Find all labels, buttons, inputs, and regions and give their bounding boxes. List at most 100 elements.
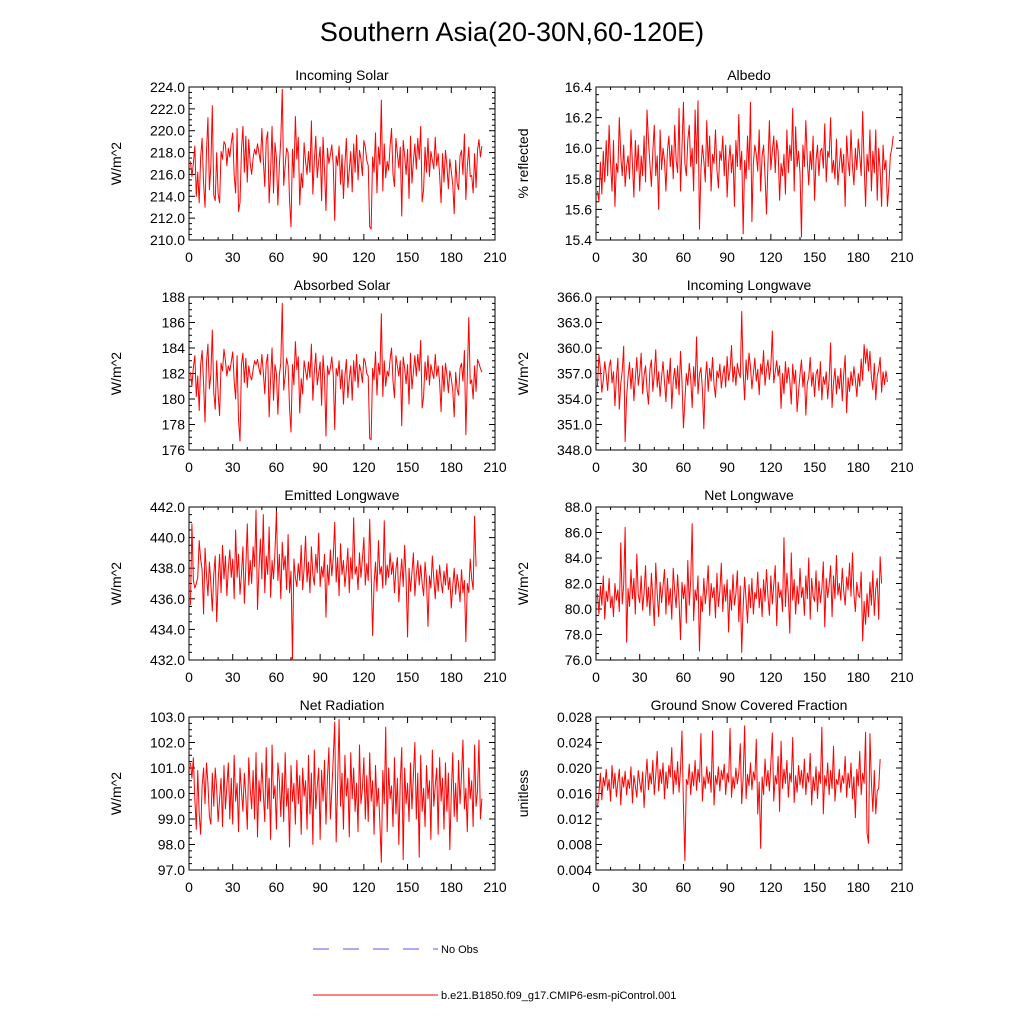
- incoming-longwave-x-tick-label: 150: [803, 459, 827, 475]
- net-longwave-x-tick-label: 60: [676, 669, 692, 685]
- emitted-longwave-title: Emitted Longwave: [284, 487, 399, 503]
- ground-snow-covered-fraction-y-axis-label: unitless: [515, 770, 531, 817]
- net-longwave-y-tick-label: 76.0: [565, 652, 592, 668]
- net-radiation-x-tick-label: 30: [225, 879, 241, 895]
- net-radiation-y-tick-label: 102.0: [150, 735, 185, 751]
- incoming-longwave-x-tick-label: 210: [890, 459, 914, 475]
- net-longwave-y-axis-label: W/m^2: [515, 562, 531, 605]
- incoming-longwave-x-tick-label: 180: [847, 459, 871, 475]
- net-radiation-y-axis-label: W/m^2: [108, 772, 124, 815]
- net-radiation-y-tick-label: 97.0: [158, 862, 185, 878]
- net-longwave-y-tick-label: 80.0: [565, 601, 592, 617]
- incoming-longwave-y-axis-label: W/m^2: [515, 352, 531, 395]
- net-radiation-x-tick-label: 90: [312, 879, 328, 895]
- absorbed-solar-y-tick-label: 178: [162, 417, 186, 433]
- net-radiation-y-tick-label: 98.0: [158, 837, 185, 853]
- emitted-longwave-x-tick-label: 90: [312, 669, 328, 685]
- panels: Incoming Solar W/m^2 0 30 60 90 120 150 180 210 21…: [108, 67, 914, 895]
- net-longwave-x-tick-label: 0: [592, 669, 600, 685]
- albedo-y-tick-label: 16.2: [565, 110, 592, 126]
- net-longwave-x-tick-label: 120: [759, 669, 783, 685]
- legend: No Obs b.e21.B1850.f09_g17.CMIP6-esm-piC…: [313, 944, 676, 1002]
- net-radiation-y-tick-label: 101.0: [150, 760, 185, 776]
- net-longwave-y-tick-label: 88.0: [565, 499, 592, 515]
- emitted-longwave-x-tick-label: 30: [225, 669, 241, 685]
- net-radiation-y-tick-label: 103.0: [150, 709, 185, 725]
- absorbed-solar-x-tick-label: 0: [185, 459, 193, 475]
- absorbed-solar-y-tick-label: 176: [162, 442, 186, 458]
- albedo-x-tick-label: 90: [719, 249, 735, 265]
- ground-snow-covered-fraction-y-tick-label: 0.016: [557, 786, 592, 802]
- emitted-longwave-x-tick-label: 0: [185, 669, 193, 685]
- net-radiation-x-tick-label: 180: [440, 879, 464, 895]
- absorbed-solar-y-tick-label: 188: [162, 289, 186, 305]
- net-radiation-title: Net Radiation: [300, 697, 385, 713]
- net-radiation-x-tick-label: 210: [483, 879, 507, 895]
- legend-no-obs-label: No Obs: [441, 944, 479, 956]
- panel-albedo: Albedo % reflected 0 30 60 90 120 150 180 210 15.4…: [515, 67, 914, 265]
- ground-snow-covered-fraction-y-tick-label: 0.020: [557, 760, 592, 776]
- albedo-x-tick-label: 150: [803, 249, 827, 265]
- ground-snow-covered-fraction-series-line-0: [596, 725, 881, 861]
- ground-snow-covered-fraction-x-tick-label: 180: [847, 879, 871, 895]
- emitted-longwave-x-tick-label: 180: [440, 669, 464, 685]
- incoming-solar-y-tick-label: 220.0: [150, 123, 185, 139]
- absorbed-solar-x-tick-label: 180: [440, 459, 464, 475]
- incoming-longwave-y-tick-label: 360.0: [557, 340, 592, 356]
- panel-incoming-longwave: Incoming Longwave W/m^2 0 30 60 90 120 150 180 21…: [515, 277, 914, 475]
- net-radiation-y-tick-label: 99.0: [158, 811, 185, 827]
- panel-ground-snow-covered-fraction: Ground Snow Covered Fraction unitless 0 30 6…: [515, 697, 914, 895]
- albedo-y-tick-label: 15.6: [565, 201, 592, 217]
- panel-emitted-longwave: Emitted Longwave W/m^2 0 30 60 90 120 150 180 210…: [108, 487, 507, 685]
- incoming-longwave-title: Incoming Longwave: [687, 277, 812, 293]
- absorbed-solar-y-tick-label: 182: [162, 366, 186, 382]
- incoming-longwave-x-tick-label: 0: [592, 459, 600, 475]
- net-longwave-x-tick-label: 180: [847, 669, 871, 685]
- albedo-x-tick-label: 210: [890, 249, 914, 265]
- albedo-x-tick-label: 120: [759, 249, 783, 265]
- albedo-x-tick-label: 180: [847, 249, 871, 265]
- net-longwave-y-tick-label: 86.0: [565, 525, 592, 541]
- albedo-series-line-0: [596, 100, 894, 238]
- incoming-solar-y-tick-label: 212.0: [150, 210, 185, 226]
- ground-snow-covered-fraction-x-tick-label: 0: [592, 879, 600, 895]
- incoming-longwave-x-tick-label: 60: [676, 459, 692, 475]
- net-longwave-title: Net Longwave: [704, 487, 794, 503]
- emitted-longwave-y-tick-label: 440.0: [150, 530, 185, 546]
- emitted-longwave-y-tick-label: 434.0: [150, 621, 185, 637]
- absorbed-solar-y-axis-label: W/m^2: [108, 352, 124, 395]
- incoming-solar-x-tick-label: 60: [269, 249, 285, 265]
- incoming-solar-x-tick-label: 0: [185, 249, 193, 265]
- absorbed-solar-x-tick-label: 120: [352, 459, 376, 475]
- emitted-longwave-y-axis-label: W/m^2: [108, 562, 124, 605]
- net-radiation-x-tick-label: 60: [269, 879, 285, 895]
- absorbed-solar-title: Absorbed Solar: [294, 277, 391, 293]
- net-longwave-x-tick-label: 210: [890, 669, 914, 685]
- incoming-solar-y-tick-label: 222.0: [150, 101, 185, 117]
- incoming-solar-y-axis-label: W/m^2: [108, 142, 124, 185]
- net-longwave-x-tick-label: 30: [632, 669, 648, 685]
- ground-snow-covered-fraction-x-tick-label: 210: [890, 879, 914, 895]
- incoming-solar-y-tick-label: 218.0: [150, 145, 185, 161]
- absorbed-solar-x-tick-label: 60: [269, 459, 285, 475]
- net-longwave-x-tick-label: 90: [719, 669, 735, 685]
- albedo-y-tick-label: 16.4: [565, 79, 592, 95]
- net-radiation-x-tick-label: 120: [352, 879, 376, 895]
- absorbed-solar-x-tick-label: 30: [225, 459, 241, 475]
- ground-snow-covered-fraction-y-tick-label: 0.008: [557, 837, 592, 853]
- emitted-longwave-x-tick-label: 60: [269, 669, 285, 685]
- incoming-solar-y-tick-label: 224.0: [150, 79, 185, 95]
- incoming-solar-series-line-0: [189, 88, 483, 230]
- absorbed-solar-x-tick-label: 210: [483, 459, 507, 475]
- ground-snow-covered-fraction-x-tick-label: 30: [632, 879, 648, 895]
- ground-snow-covered-fraction-y-tick-label: 0.028: [557, 709, 592, 725]
- incoming-solar-x-tick-label: 90: [312, 249, 328, 265]
- emitted-longwave-y-tick-label: 436.0: [150, 591, 185, 607]
- panel-net-longwave: Net Longwave W/m^2 0 30 60 90 120 150 180 210 76.0…: [515, 487, 914, 685]
- albedo-x-tick-label: 60: [676, 249, 692, 265]
- incoming-longwave-x-tick-label: 120: [759, 459, 783, 475]
- incoming-solar-y-tick-label: 210.0: [150, 232, 185, 248]
- albedo-y-tick-label: 16.0: [565, 140, 592, 156]
- emitted-longwave-y-tick-label: 432.0: [150, 652, 185, 668]
- incoming-solar-x-tick-label: 120: [352, 249, 376, 265]
